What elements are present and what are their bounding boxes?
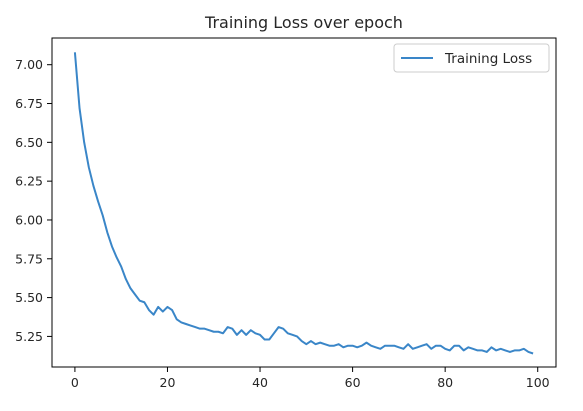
legend-label: Training Loss — [444, 51, 532, 67]
y-tick-label: 6.50 — [15, 135, 43, 150]
legend-box — [393, 43, 550, 73]
x-tick-label: 60 — [345, 375, 361, 390]
y-tick-label: 5.75 — [15, 251, 43, 266]
y-axis-ticks: 5.25 5.50 5.75 6.00 6.25 6.50 6.75 7.00 — [15, 57, 52, 344]
x-tick-label: 100 — [526, 375, 550, 390]
y-tick-label: 6.25 — [15, 174, 43, 189]
y-tick-label: 5.25 — [15, 329, 43, 344]
x-tick-label: 40 — [252, 375, 268, 390]
y-tick-label: 7.00 — [15, 57, 43, 72]
x-tick-label: 80 — [437, 375, 453, 390]
axes-frame — [51, 37, 557, 368]
plot-layer — [73, 52, 534, 355]
chart-title: Training Loss over epoch — [204, 13, 403, 32]
x-tick-label: 0 — [71, 375, 79, 390]
y-tick-label: 6.75 — [15, 96, 43, 111]
y-tick-label: 5.50 — [15, 290, 43, 305]
y-tick-label: 6.00 — [15, 212, 43, 227]
series-line-training-loss — [73, 52, 534, 355]
x-tick-label: 20 — [160, 375, 176, 390]
legend: Training Loss — [393, 43, 550, 73]
x-axis-ticks: 0 20 40 60 80 100 — [71, 367, 550, 390]
